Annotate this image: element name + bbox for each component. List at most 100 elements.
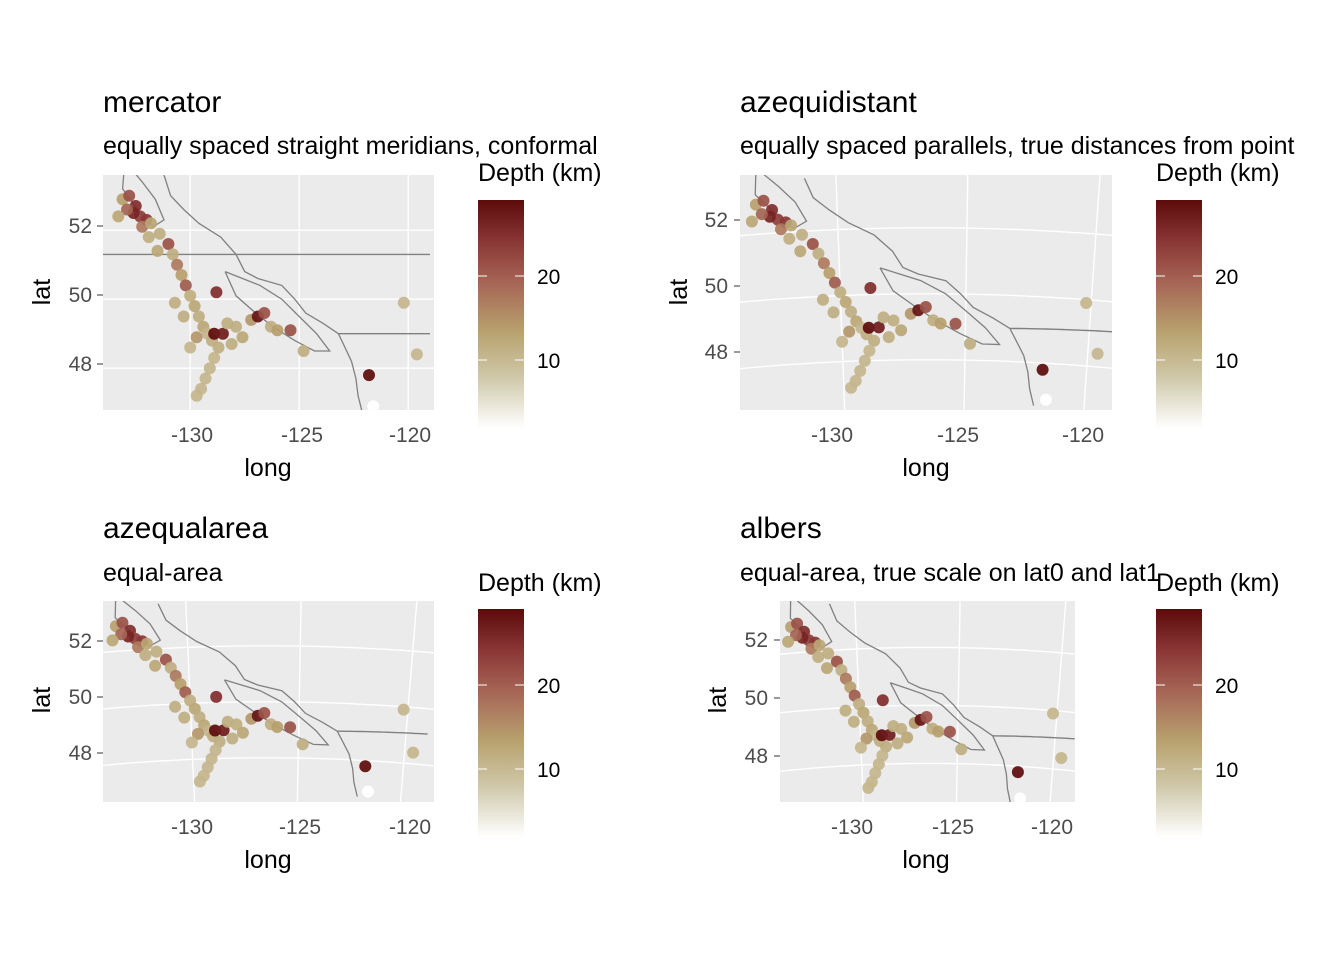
y-tick-label: 52: [705, 209, 728, 232]
coastline: [803, 178, 1035, 406]
quake-point: [178, 711, 191, 724]
quake-point: [121, 203, 133, 216]
legend-tick-label: 20: [1215, 675, 1238, 698]
quake-point: [854, 741, 867, 754]
panel-title: albers: [740, 512, 822, 545]
quake-point: [297, 345, 310, 357]
map-layer: [740, 175, 1112, 410]
border-line: [992, 735, 1075, 740]
quake-point: [397, 296, 410, 309]
quake-point: [755, 208, 768, 221]
graticule-meridian: [296, 601, 302, 802]
quake-point: [208, 351, 221, 364]
legend-colorbar: [1156, 609, 1202, 837]
quake-point: [177, 310, 190, 323]
quake-point: [1080, 297, 1093, 309]
quake-point: [882, 331, 895, 344]
quake-point: [943, 725, 956, 738]
graticule-parallel: [740, 359, 1112, 370]
quake-point: [745, 215, 758, 228]
y-tick-label: 50: [745, 687, 768, 710]
graticule-parallel: [780, 646, 1075, 655]
panel-subtitle: equally spaced parallels, true distances…: [740, 132, 1295, 160]
quake-point: [192, 727, 204, 740]
quake-point: [142, 231, 155, 244]
panel-albers: albers equal-area, true scale on lat0 an…: [704, 512, 1280, 874]
panel-background: [780, 601, 1075, 802]
graticule-parallel: [103, 757, 434, 767]
quake-point: [891, 737, 904, 750]
quake-point: [199, 372, 212, 385]
quake-point: [790, 629, 802, 642]
quake-point: [775, 223, 787, 236]
legend-tick-label: 10: [537, 350, 560, 373]
quake-point: [210, 286, 223, 299]
quake-point: [271, 721, 284, 733]
legend-tick-label: 20: [1215, 266, 1238, 289]
quake-point: [190, 389, 203, 402]
quake-point: [179, 279, 192, 292]
quake-point: [919, 301, 932, 313]
quake-point: [162, 238, 175, 250]
x-tick-label: -120: [389, 816, 431, 839]
quake-point: [112, 210, 125, 223]
legend-tick-label: 10: [1215, 350, 1238, 373]
legend-tick-label: 10: [537, 759, 560, 782]
quake-point: [813, 639, 826, 652]
quake-point: [823, 267, 836, 279]
graticule-meridian: [963, 175, 969, 410]
quake-point: [367, 400, 380, 410]
quake-point: [230, 320, 242, 333]
quake-point: [785, 219, 798, 232]
panel-azequalarea: azequalarea equal-area 52 50 48 -130 -12…: [28, 512, 602, 874]
y-axis-title: lat: [665, 279, 693, 305]
quake-point: [783, 232, 796, 245]
quake-point: [847, 715, 860, 728]
y-axis-title: lat: [28, 279, 56, 305]
quake-point: [210, 690, 223, 703]
quake-point: [397, 703, 410, 716]
quake-point: [836, 335, 849, 348]
legend-title: Depth (km): [1156, 159, 1280, 187]
quake-point: [407, 746, 420, 759]
panel-subtitle: equal-area: [103, 559, 223, 587]
x-tick-label: -125: [932, 816, 974, 839]
quake-point: [184, 341, 197, 354]
y-tick-label: 48: [69, 353, 92, 376]
legend: Depth (km) 20 10: [1156, 569, 1280, 837]
quake-point: [887, 314, 900, 327]
quake-point: [188, 300, 201, 313]
y-tick-label: 50: [705, 275, 728, 298]
y-tick-label: 48: [69, 742, 92, 765]
quake-point: [116, 616, 129, 629]
graticule-meridian: [1083, 175, 1101, 410]
quake-point: [817, 257, 830, 270]
quake-point: [858, 354, 871, 367]
panel-title: mercator: [103, 86, 221, 119]
quake-point: [868, 334, 881, 347]
quake-point: [839, 704, 852, 717]
x-tick-label: -125: [937, 424, 979, 447]
x-tick-label: -120: [1062, 424, 1104, 447]
quake-point: [854, 364, 867, 377]
quake-point: [175, 269, 188, 281]
graticule-parallel: [103, 645, 434, 654]
quake-point: [359, 760, 372, 773]
quake-point: [123, 189, 136, 202]
quake-point: [1091, 347, 1104, 360]
quake-point: [949, 317, 962, 330]
quake-point: [822, 647, 835, 660]
y-tick-label: 48: [745, 745, 768, 768]
quake-point: [258, 307, 271, 319]
legend: Depth (km) 20 10: [1156, 159, 1280, 428]
x-tick-label: -130: [171, 816, 213, 839]
quake-point: [863, 344, 876, 357]
quake-point: [964, 337, 976, 350]
quake-point: [149, 659, 162, 672]
quake-point: [230, 718, 243, 731]
legend-tick-label: 20: [537, 675, 560, 698]
x-tick-label: -125: [279, 816, 321, 839]
quake-point: [193, 775, 206, 788]
quake-point: [192, 310, 205, 323]
